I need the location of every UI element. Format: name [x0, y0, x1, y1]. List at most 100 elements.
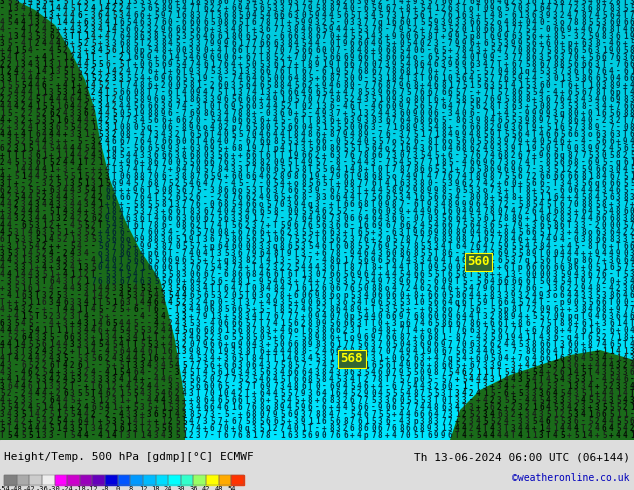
Bar [0, 181, 634, 182]
Text: 4: 4 [28, 424, 32, 433]
Text: 0: 0 [161, 256, 165, 265]
Text: 0: 0 [364, 137, 368, 146]
Text: 9: 9 [434, 18, 439, 27]
Text: 7: 7 [525, 305, 529, 314]
Text: 6: 6 [329, 165, 333, 174]
Text: +: + [490, 382, 495, 391]
Text: 7: 7 [567, 0, 572, 6]
Text: -: - [98, 410, 103, 419]
Text: -: - [462, 193, 467, 202]
Text: 5: 5 [308, 207, 313, 216]
Text: 0: 0 [175, 277, 179, 286]
Text: 7: 7 [546, 60, 550, 69]
Text: T: T [196, 137, 200, 146]
Text: +: + [77, 396, 82, 405]
Text: 6: 6 [168, 263, 172, 272]
Text: 9: 9 [315, 312, 320, 321]
Text: 5: 5 [476, 270, 481, 279]
Text: 3: 3 [231, 158, 236, 167]
Text: 9: 9 [532, 347, 536, 356]
Text: 5: 5 [189, 375, 193, 384]
Text: 6: 6 [266, 130, 271, 139]
Text: +: + [595, 389, 600, 398]
Text: -: - [588, 137, 593, 146]
Text: 6: 6 [539, 214, 543, 223]
Text: T: T [364, 298, 368, 307]
Text: +: + [420, 291, 425, 300]
Text: 4: 4 [189, 333, 193, 342]
Text: 9: 9 [497, 95, 501, 104]
Text: 4: 4 [0, 193, 4, 202]
Text: 6: 6 [469, 256, 474, 265]
Text: 3: 3 [91, 179, 96, 188]
Text: 7: 7 [252, 137, 257, 146]
Text: 5: 5 [252, 375, 257, 384]
Bar [0, 349, 634, 350]
Text: T: T [175, 263, 179, 272]
Text: 3: 3 [434, 242, 439, 251]
Bar [0, 300, 634, 301]
Text: 5: 5 [343, 186, 347, 195]
Text: 5: 5 [49, 102, 54, 111]
Text: 4: 4 [560, 193, 565, 202]
Text: 7: 7 [294, 389, 299, 398]
Text: 5: 5 [623, 221, 628, 230]
Text: 2: 2 [175, 389, 179, 398]
Text: 6: 6 [245, 410, 250, 419]
Text: 4: 4 [392, 270, 397, 279]
Text: -: - [203, 193, 207, 202]
Text: 3: 3 [301, 249, 306, 258]
Text: 7: 7 [518, 354, 522, 363]
Text: 7: 7 [483, 88, 488, 97]
Text: 8: 8 [609, 235, 614, 244]
Text: T: T [287, 375, 292, 384]
Text: 6: 6 [126, 172, 131, 181]
Text: 3: 3 [602, 368, 607, 377]
Text: 9: 9 [532, 249, 536, 258]
Text: 3: 3 [462, 18, 467, 27]
Text: 9: 9 [630, 32, 634, 41]
Text: 4: 4 [77, 242, 82, 251]
Text: 3: 3 [476, 186, 481, 195]
Text: 6: 6 [357, 228, 361, 237]
Text: 7: 7 [567, 53, 572, 62]
Text: 5: 5 [455, 95, 460, 104]
Text: 5: 5 [259, 305, 264, 314]
Text: -: - [378, 158, 383, 167]
Text: T: T [224, 88, 229, 97]
Text: +: + [161, 354, 165, 363]
Bar [0, 176, 634, 177]
Text: 0: 0 [98, 263, 103, 272]
Text: 3: 3 [266, 46, 271, 55]
Text: 4: 4 [469, 284, 474, 293]
Text: 4: 4 [175, 354, 179, 363]
Text: 1: 1 [357, 109, 361, 118]
Text: 6: 6 [196, 270, 200, 279]
Text: 3: 3 [385, 60, 390, 69]
Bar [0, 343, 634, 344]
Text: -: - [140, 305, 145, 314]
Text: 6: 6 [448, 214, 453, 223]
Text: 5: 5 [119, 417, 124, 426]
Text: 5: 5 [280, 389, 285, 398]
Text: T: T [217, 431, 222, 440]
Text: +: + [371, 228, 375, 237]
Text: -: - [70, 291, 75, 300]
Text: 7: 7 [448, 375, 453, 384]
Text: 4: 4 [518, 312, 522, 321]
Text: 6: 6 [483, 25, 488, 34]
Text: 7: 7 [511, 347, 515, 356]
Text: 6: 6 [504, 74, 508, 83]
Text: -: - [182, 354, 186, 363]
Text: 5: 5 [91, 60, 96, 69]
Bar [0, 43, 634, 44]
Text: T: T [588, 347, 593, 356]
Text: 1: 1 [182, 95, 186, 104]
Text: 5: 5 [210, 18, 215, 27]
Bar [0, 32, 634, 33]
Text: 6: 6 [63, 116, 68, 125]
Text: 9: 9 [595, 123, 600, 132]
Text: 6: 6 [196, 25, 200, 34]
Bar [0, 8, 634, 9]
Text: 7: 7 [364, 354, 368, 363]
